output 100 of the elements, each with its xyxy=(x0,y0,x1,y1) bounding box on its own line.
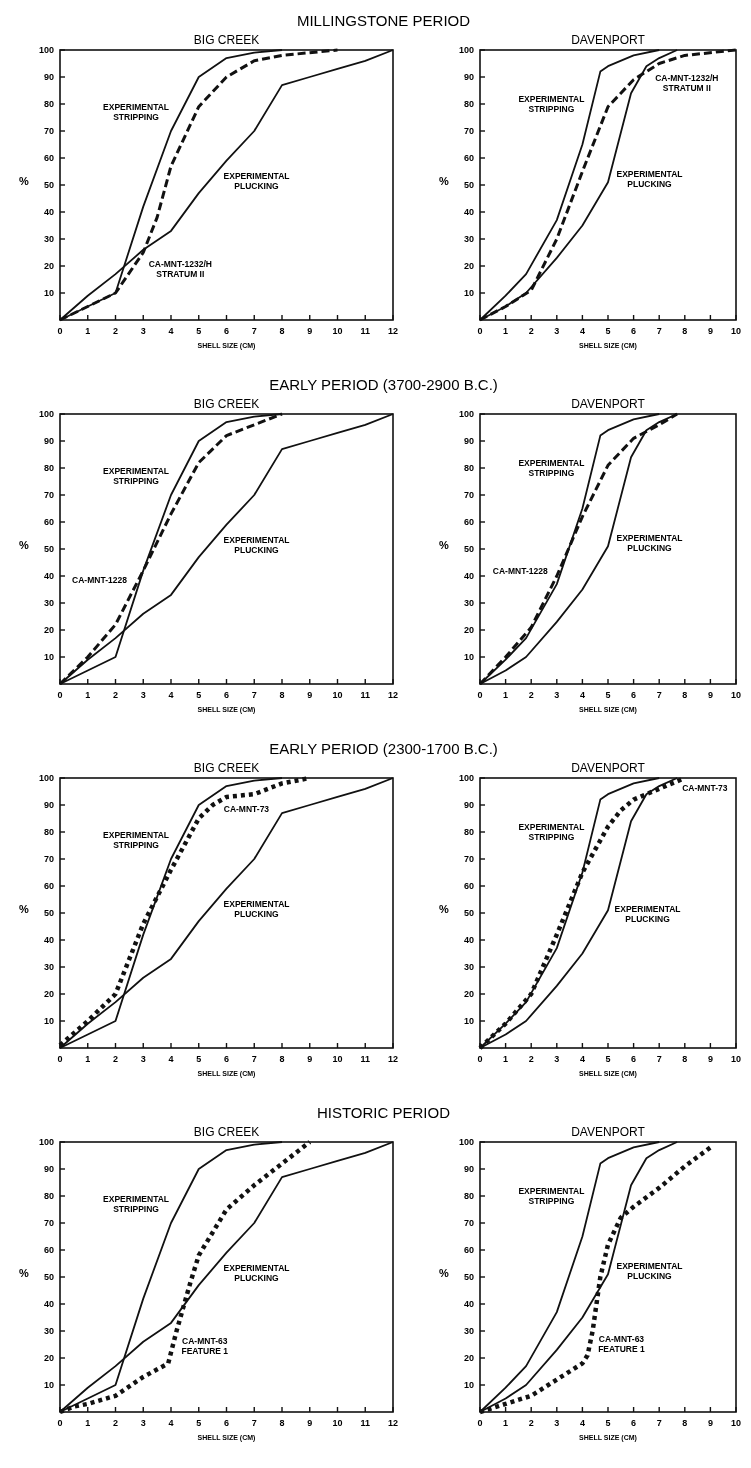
y-tick-label: 10 xyxy=(463,1016,474,1026)
y-tick-label: 70 xyxy=(43,126,54,136)
y-tick-label: 20 xyxy=(463,989,474,999)
x-tick-label: 8 xyxy=(682,690,688,700)
x-tick-label: 1 xyxy=(503,1054,509,1064)
x-tick-label: 11 xyxy=(360,1418,371,1428)
y-tick-label: 80 xyxy=(463,463,474,473)
x-tick-label: 2 xyxy=(528,1418,534,1428)
x-tick-label: 5 xyxy=(196,326,202,336)
x-tick-label: 2 xyxy=(112,690,119,700)
x-tick-label: 1 xyxy=(85,1418,91,1428)
x-tick-label: 10 xyxy=(332,690,343,700)
y-tick-label: 30 xyxy=(463,234,474,244)
x-tick-label: 8 xyxy=(279,326,285,336)
series-label: EXPERIMENTAL STRIPPING xyxy=(518,458,585,479)
x-tick-label: 2 xyxy=(528,326,534,336)
series-label: EXPERIMENTAL PLUCKING xyxy=(616,532,683,553)
x-tick-label: 3 xyxy=(554,326,560,336)
y-tick-label: 80 xyxy=(43,463,54,473)
x-tick-label: 8 xyxy=(279,690,285,700)
y-axis-title: % xyxy=(19,539,30,551)
y-tick-label: 70 xyxy=(43,490,54,500)
y-tick-label: 30 xyxy=(43,234,54,244)
y-axis-title: % xyxy=(19,1267,30,1279)
series-label: EXPERIMENTAL PLUCKING xyxy=(614,904,681,925)
x-tick-label: 7 xyxy=(251,1418,257,1428)
y-tick-label: 90 xyxy=(43,72,54,82)
x-tick-label: 3 xyxy=(554,1418,560,1428)
y-tick-label: 50 xyxy=(463,544,474,554)
series-label: CA-MNT-63 FEATURE 1 xyxy=(181,1336,229,1357)
y-tick-label: 50 xyxy=(43,544,54,554)
x-tick-label: 5 xyxy=(605,326,611,336)
chart-subtitle: DAVENPORT xyxy=(571,1125,646,1139)
y-tick-label: 80 xyxy=(43,99,54,109)
y-tick-label: 40 xyxy=(463,1299,474,1309)
y-tick-label: 100 xyxy=(458,1137,474,1147)
y-tick-label: 70 xyxy=(463,490,474,500)
x-tick-label: 4 xyxy=(168,1418,174,1428)
x-tick-label: 6 xyxy=(223,1418,230,1428)
y-tick-label: 30 xyxy=(463,962,474,972)
y-tick-label: 100 xyxy=(458,409,474,419)
x-tick-label: 9 xyxy=(307,690,313,700)
series-label: CA-MNT-1232/H STRATUM II xyxy=(655,73,719,94)
x-tick-label: 4 xyxy=(168,326,174,336)
chart-subtitle: BIG CREEK xyxy=(193,397,260,411)
series-label: EXPERIMENTAL PLUCKING xyxy=(223,1263,290,1284)
y-tick-label: 30 xyxy=(43,962,54,972)
x-tick-label: 4 xyxy=(579,1054,585,1064)
x-tick-label: 5 xyxy=(605,1418,611,1428)
x-tick-label: 4 xyxy=(579,326,585,336)
y-tick-label: 90 xyxy=(463,800,474,810)
y-tick-label: 80 xyxy=(463,827,474,837)
y-tick-label: 60 xyxy=(43,1245,54,1255)
x-tick-label: 7 xyxy=(656,326,662,336)
x-tick-label: 6 xyxy=(223,1054,230,1064)
x-tick-label: 9 xyxy=(707,1418,713,1428)
y-tick-label: 20 xyxy=(463,1353,474,1363)
y-tick-label: 90 xyxy=(43,800,54,810)
chart-title: EARLY PERIOD (2300-1700 B.C.) xyxy=(269,740,498,757)
x-tick-label: 5 xyxy=(196,690,202,700)
x-tick-label: 6 xyxy=(631,326,637,336)
y-tick-label: 50 xyxy=(463,908,474,918)
y-axis-title: % xyxy=(439,175,450,187)
y-tick-label: 80 xyxy=(463,99,474,109)
y-tick-label: 90 xyxy=(463,436,474,446)
y-tick-label: 90 xyxy=(463,1164,474,1174)
y-tick-label: 10 xyxy=(43,652,54,662)
y-tick-label: 70 xyxy=(43,854,54,864)
y-tick-label: 100 xyxy=(38,1137,54,1147)
y-tick-label: 40 xyxy=(43,935,54,945)
y-tick-label: 10 xyxy=(463,652,474,662)
x-tick-label: 12 xyxy=(387,1418,399,1428)
y-tick-label: 10 xyxy=(463,288,474,298)
x-tick-label: 12 xyxy=(387,326,399,336)
x-tick-label: 2 xyxy=(112,326,119,336)
x-tick-label: 8 xyxy=(279,1418,285,1428)
x-tick-label: 5 xyxy=(605,1054,611,1064)
x-tick-label: 6 xyxy=(631,1418,637,1428)
x-tick-label: 9 xyxy=(307,326,313,336)
y-tick-label: 40 xyxy=(463,935,474,945)
x-tick-label: 9 xyxy=(707,1054,713,1064)
series-label: EXPERIMENTAL PLUCKING xyxy=(223,535,290,556)
y-axis-title: % xyxy=(19,175,30,187)
x-tick-label: 7 xyxy=(656,1418,662,1428)
y-tick-label: 60 xyxy=(43,517,54,527)
y-tick-label: 40 xyxy=(43,207,54,217)
x-tick-label: 1 xyxy=(85,1054,91,1064)
x-tick-label: 10 xyxy=(730,690,742,700)
y-tick-label: 40 xyxy=(43,571,54,581)
x-tick-label: 4 xyxy=(579,690,585,700)
chart-subtitle: DAVENPORT xyxy=(571,33,646,47)
series-label: EXPERIMENTAL STRIPPING xyxy=(518,1186,585,1207)
x-tick-label: 7 xyxy=(656,1054,662,1064)
y-tick-label: 80 xyxy=(463,1191,474,1201)
x-tick-label: 5 xyxy=(196,1418,202,1428)
y-tick-label: 90 xyxy=(43,1164,54,1174)
series-label: EXPERIMENTAL STRIPPING xyxy=(103,102,170,123)
series-label: CA-MNT-1228 xyxy=(72,574,128,585)
y-axis-title: % xyxy=(439,1267,450,1279)
y-tick-label: 20 xyxy=(43,261,54,271)
